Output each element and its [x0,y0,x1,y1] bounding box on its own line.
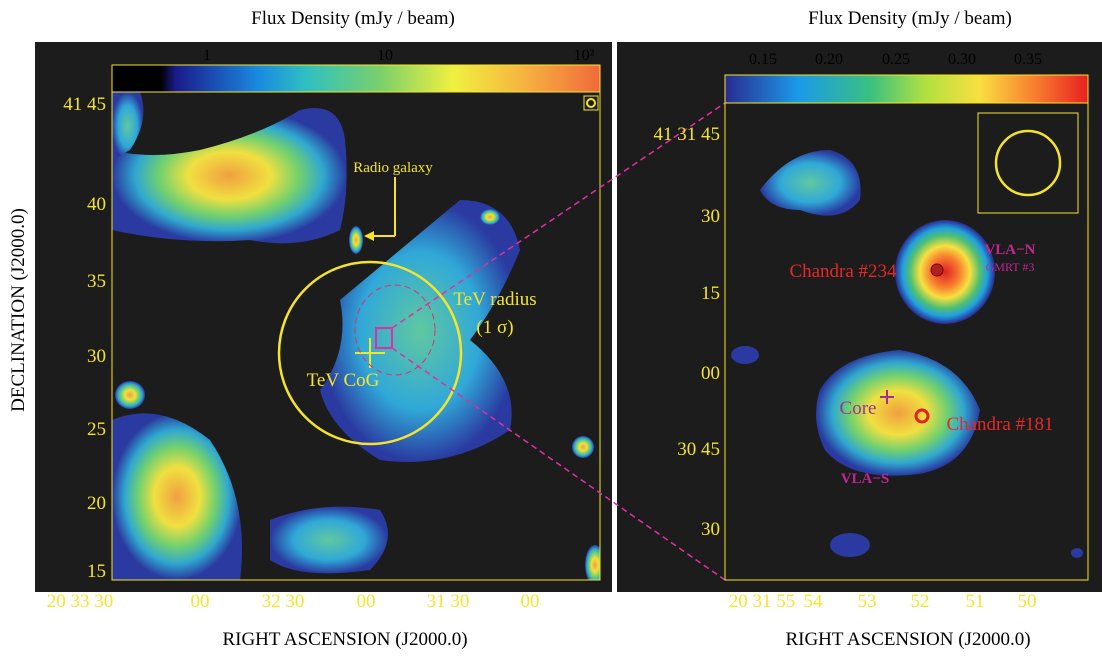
y-tick-label: 41 45 [63,94,106,115]
x-tick-label: 52 [911,591,930,612]
y-tick-label: 20 [87,493,106,514]
annotation: TeV radius [453,289,536,310]
y-tick-label: 30 [701,206,720,227]
annotation: Core [840,398,877,419]
colorbar [112,65,600,92]
colorbar [725,75,1088,103]
left-title: Flux Density (mJy / beam) [251,8,455,29]
annotation: (1 σ) [476,317,513,338]
x-axis-label: RIGHT ASCENSION (J2000.0) [785,629,1030,650]
right-title: Flux Density (mJy / beam) [808,8,1012,29]
emission [115,381,145,409]
colorbar-label: 1 [203,47,211,64]
x-tick-label: 00 [357,591,376,612]
colorbar-label: 10 [377,47,393,64]
y-tick-label: 41 31 45 [654,124,721,145]
y-tick-label: 35 [87,271,106,292]
colorbar-label: 0.15 [749,51,777,68]
x-tick-label: 32 30 [262,591,305,612]
y-tick-label: 00 [701,363,720,384]
annotation: Radio galaxy [353,160,433,176]
figure: Flux Density (mJy / beam) 1 10 10² 41 45… [0,0,1102,653]
x-tick-label: 00 [191,591,210,612]
y-tick-label: 15 [701,283,720,304]
y-tick-label: 25 [87,419,106,440]
colorbar-label: 0.25 [882,51,910,68]
colorbar-label: 0.35 [1014,51,1042,68]
y-tick-label: 30 45 [677,439,720,460]
emission [349,226,363,254]
colorbar-label: 0.20 [815,51,843,68]
colorbar-label: 0.30 [948,51,976,68]
y-tick-label: 30 [87,346,106,367]
x-tick-label: 00 [521,591,540,612]
page: {"left_panel":{"title":"Flux Density (mJ… [0,0,1102,653]
y-tick-label: 30 [701,519,720,540]
x-tick-label: 51 [966,591,985,612]
x-tick-label: 53 [858,591,877,612]
x-tick-label: 54 [804,591,824,612]
chandra-marker [931,264,943,276]
x-axis-label: RIGHT ASCENSION (J2000.0) [222,629,467,650]
annotation: Chandra #181 [946,414,1053,435]
emission [270,507,388,574]
emission [830,533,870,557]
emission [572,436,594,458]
x-tick-label: 31 30 [427,591,470,612]
emission [480,209,500,225]
y-tick-label: 15 [87,561,106,582]
y-axis-label: DECLINATION (J2000.0) [8,208,29,412]
emission [1071,548,1083,558]
y-tick-label: 40 [87,194,106,215]
emission [731,346,759,364]
annotation: Chandra #234 [789,261,897,282]
emission [895,220,995,324]
x-tick-label: 20 33 30 [47,591,114,612]
colorbar-label: 10² [574,47,595,64]
annotation: VLA−N [984,242,1035,258]
x-tick-label: 20 31 55 [729,591,796,612]
annotation: VLA−S [841,471,890,487]
annotation: TeV CoG [307,370,380,391]
x-tick-label: 50 [1018,591,1037,612]
annotation: GMRT #3 [986,260,1035,274]
